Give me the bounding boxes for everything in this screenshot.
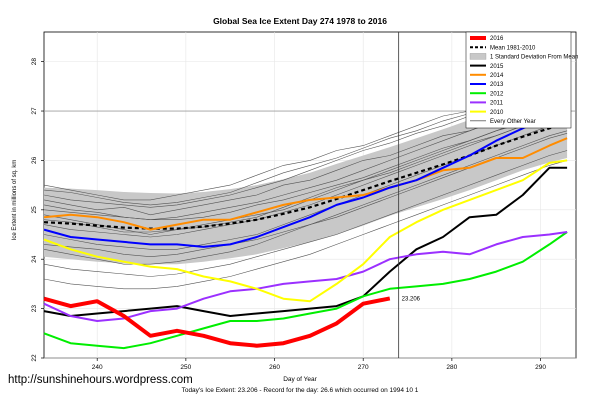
y-tick-label: 24 <box>31 255 38 263</box>
series-line-2012 <box>43 231 568 350</box>
legend-label: 2015 <box>490 64 504 70</box>
legend-label: 2010 <box>490 110 504 116</box>
y-tick-label: 22 <box>31 354 38 362</box>
mean-line <box>43 122 568 230</box>
chart-title: Global Sea Ice Extent Day 274 1978 to 20… <box>213 16 387 26</box>
x-tick-label: 260 <box>269 364 280 371</box>
series-line-2014 <box>43 137 568 231</box>
credit-url[interactable]: http://sunshinehours.wordpress.com <box>8 374 193 386</box>
legend-label: 2013 <box>490 82 504 88</box>
x-axis-label: Day of Year <box>283 376 317 383</box>
day-marker-label: 23.206 <box>402 296 421 302</box>
legend-swatch <box>469 53 487 60</box>
legend-label: 2014 <box>490 73 504 79</box>
other-year-line <box>43 120 568 250</box>
other-year-line <box>43 113 568 238</box>
x-tick-label: 280 <box>446 364 457 371</box>
y-axis-label: Ice Extent in millions of sq. km <box>12 160 18 241</box>
legend-label: 2016 <box>490 36 504 42</box>
y-tick-label: 25 <box>31 206 38 214</box>
y-tick-label: 26 <box>31 156 38 164</box>
footnote: Today's Ice Extent: 23.206 - Record for … <box>182 387 419 394</box>
other-year-line <box>43 110 568 233</box>
series-line-2015 <box>43 166 568 317</box>
series-line-2010 <box>43 159 568 303</box>
legend-label: Mean 1981-2010 <box>490 45 536 51</box>
other-year-line <box>43 160 568 290</box>
series-line-2013 <box>43 115 568 248</box>
legend-label: 2011 <box>490 101 504 107</box>
plot-area: 23.206 240 250 260 270 280 290 22 23 24 25 26 27 28 20… <box>31 31 578 371</box>
legend-label: 2012 <box>490 91 504 97</box>
series-line-2016 <box>43 296 391 348</box>
y-tick-label: 27 <box>31 107 38 115</box>
x-tick-label: 270 <box>358 364 369 371</box>
other-year-line <box>43 110 568 220</box>
series-line-2011 <box>43 231 568 322</box>
y-tick-label: 23 <box>31 305 38 313</box>
std-dev-band <box>44 88 568 265</box>
other-year-line <box>43 150 568 277</box>
legend-label: 1 Standard Deviation From Mean <box>490 55 578 61</box>
x-tick-label: 240 <box>92 364 103 371</box>
y-tick-label: 28 <box>31 58 38 66</box>
legend-label: Every Other Year <box>490 119 536 125</box>
x-tick-label: 250 <box>180 364 191 371</box>
x-tick-label: 290 <box>535 364 546 371</box>
